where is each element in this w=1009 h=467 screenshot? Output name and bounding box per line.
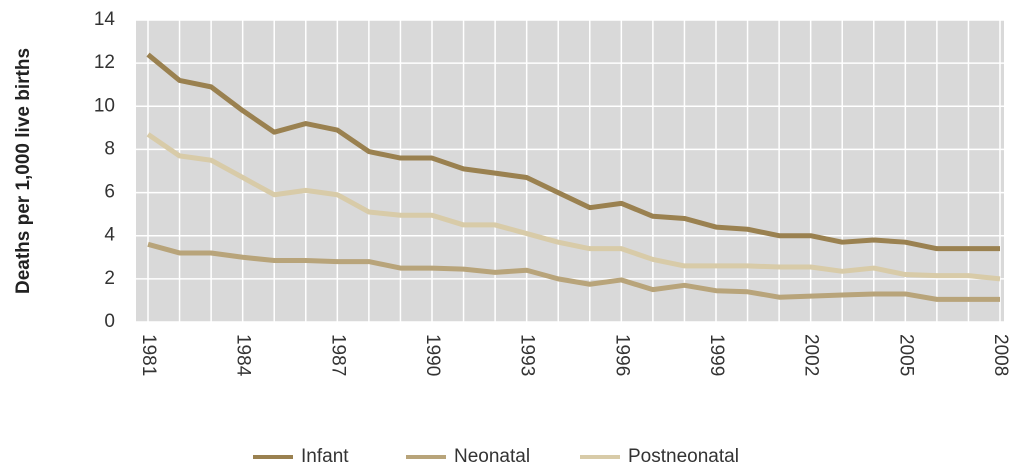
legend-label: Postneonatal [628,446,739,467]
x-tick-label: 2002 [801,334,822,376]
x-tick-label: 1999 [706,334,727,376]
y-tick-label: 10 [94,95,115,116]
y-tick-label: 4 [104,225,115,246]
x-tick-label: 2005 [895,334,916,376]
x-tick-label: 1990 [422,334,443,376]
x-tick-label: 1981 [138,334,159,376]
y-tick-label: 6 [104,182,115,203]
x-tick-label: 1993 [517,334,538,376]
legend-label: Infant [301,446,349,467]
y-axis-label: Deaths per 1,000 live births [13,48,34,294]
x-tick-label: 1996 [611,334,632,376]
x-tick-label: 1987 [327,334,348,376]
legend-label: Neonatal [454,446,530,467]
y-tick-label: 8 [104,138,115,159]
y-tick-label: 0 [104,311,115,332]
series-line [146,52,1000,252]
y-tick-label: 12 [94,52,115,73]
series-line [146,132,1001,282]
y-tick-label: 14 [94,9,116,30]
x-tick-label: 1984 [233,334,254,377]
x-tick-label: 2008 [990,334,1009,376]
y-tick-label: 2 [104,268,115,289]
series-line [147,241,1000,302]
